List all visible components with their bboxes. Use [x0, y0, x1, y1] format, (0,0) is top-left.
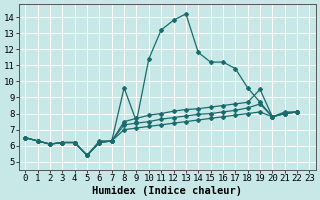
- X-axis label: Humidex (Indice chaleur): Humidex (Indice chaleur): [92, 186, 242, 196]
